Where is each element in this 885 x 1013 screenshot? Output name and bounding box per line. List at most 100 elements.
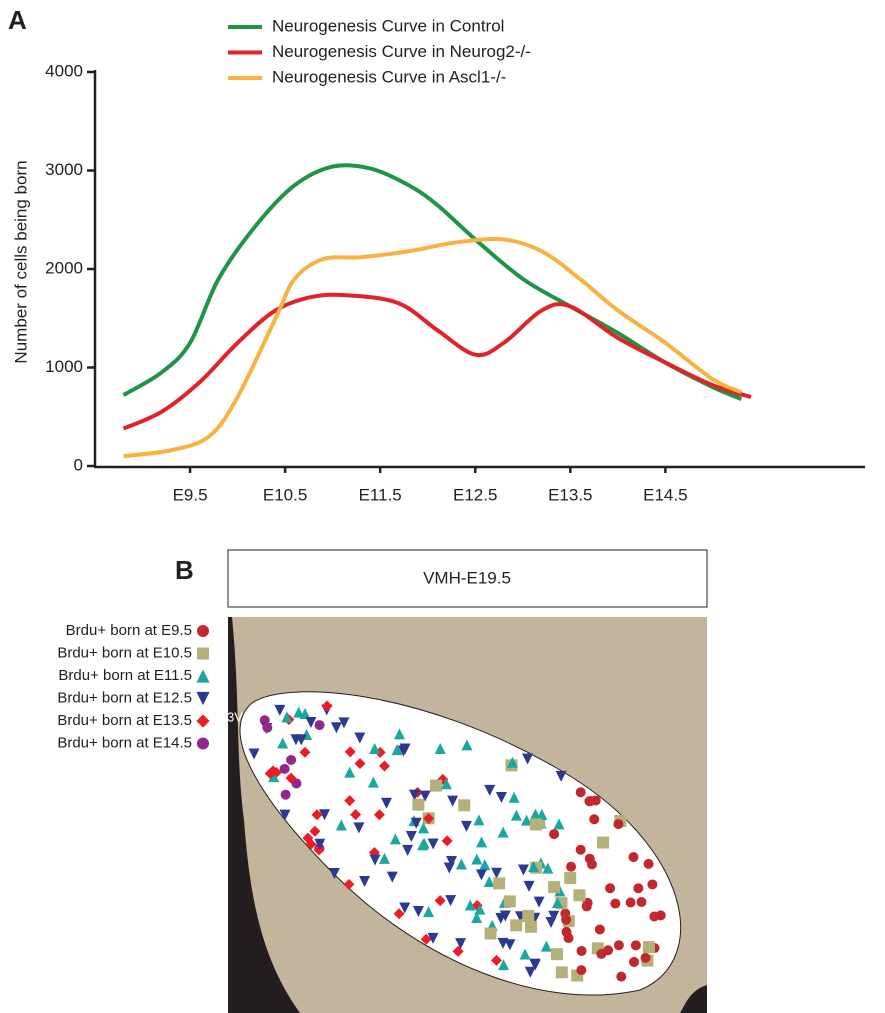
cell-symbol xyxy=(522,753,534,765)
cell-symbol xyxy=(594,924,605,935)
cell-symbol xyxy=(464,899,476,911)
cell-symbol xyxy=(423,906,435,918)
cell-symbol xyxy=(542,862,554,874)
cell-symbol xyxy=(529,818,542,831)
cell-symbol xyxy=(267,765,279,777)
cell-symbol xyxy=(524,966,536,978)
cell-symbol xyxy=(545,916,557,928)
cell-symbol xyxy=(647,879,658,890)
cell-symbol xyxy=(633,883,644,894)
cell-symbol xyxy=(391,744,403,756)
cell-symbol xyxy=(555,966,568,979)
cell-symbol xyxy=(446,856,458,868)
cell-symbol xyxy=(434,743,446,755)
cell-symbol xyxy=(417,839,429,851)
cell-symbol xyxy=(354,758,366,770)
legend-symbol xyxy=(196,691,210,706)
cell-symbol xyxy=(353,822,365,834)
legend-label: Neurogenesis Curve in Control xyxy=(272,16,504,35)
cell-symbol xyxy=(519,948,531,960)
cell-symbol xyxy=(536,808,548,820)
cell-symbol xyxy=(378,760,390,772)
cell-symbol xyxy=(525,920,538,933)
x-tick-label: E10.5 xyxy=(263,485,307,504)
cell-symbol xyxy=(277,737,289,749)
cell-symbol xyxy=(484,784,496,796)
cell-symbol xyxy=(576,965,587,976)
cell-symbol xyxy=(476,836,488,848)
x-tick-label: E12.5 xyxy=(453,485,497,504)
cell-symbol xyxy=(474,903,486,915)
legend-symbol xyxy=(197,647,209,660)
cell-symbol xyxy=(460,820,472,832)
cell-symbol xyxy=(279,809,291,821)
cell-symbol xyxy=(510,919,523,932)
cell-symbol xyxy=(495,791,507,803)
cell-symbol xyxy=(430,779,443,792)
cell-symbol xyxy=(613,940,624,951)
cell-symbol xyxy=(497,826,509,838)
cell-symbol xyxy=(412,798,425,811)
cell-symbol xyxy=(305,716,317,728)
cell-symbol xyxy=(397,745,409,757)
data-line xyxy=(122,292,752,431)
legend-label: Neurogenesis Curve in Ascl1-/- xyxy=(272,67,506,86)
title-box xyxy=(227,549,708,608)
cell-symbol xyxy=(610,898,621,909)
y-tick-label: 0 xyxy=(74,455,83,474)
cell-symbol xyxy=(506,756,518,768)
cell-symbol xyxy=(330,722,342,734)
cell-symbol xyxy=(262,722,273,733)
cell-symbol xyxy=(280,789,291,800)
y-tick-label: 3000 xyxy=(45,160,83,179)
cell-symbol xyxy=(299,746,311,758)
cell-symbol xyxy=(575,844,586,855)
legend-label: Brdu+ born at E10.5 xyxy=(57,644,192,661)
panel-label: B xyxy=(175,555,194,585)
cell-symbol xyxy=(548,881,561,894)
diagram-title: VMH-E19.5 xyxy=(423,568,511,587)
legend-label: Brdu+ born at E13.5 xyxy=(57,712,192,729)
cell-symbol xyxy=(630,940,641,951)
cell-symbol xyxy=(553,818,565,830)
cell-symbol xyxy=(498,959,510,971)
cell-symbol xyxy=(452,945,464,957)
cell-symbol xyxy=(629,956,640,967)
cell-symbol xyxy=(455,858,467,870)
cell-symbol xyxy=(517,864,529,876)
cell-symbol xyxy=(642,941,655,954)
cell-symbol xyxy=(420,933,432,945)
cell-symbol xyxy=(508,791,520,803)
cell-symbol xyxy=(566,861,577,872)
panel-label: A xyxy=(8,5,27,35)
cell-symbol xyxy=(359,875,371,887)
cell-symbol xyxy=(521,814,533,826)
cell-symbol xyxy=(373,809,385,821)
cell-symbol xyxy=(369,742,381,754)
cell-symbol xyxy=(311,809,323,821)
legend-symbol xyxy=(196,714,210,728)
cell-symbol xyxy=(434,895,446,907)
cell-symbol xyxy=(458,799,471,812)
cell-symbol xyxy=(561,914,572,925)
cell-symbol xyxy=(314,720,325,731)
x-tick-label: E13.5 xyxy=(548,485,592,504)
cell-symbol xyxy=(386,871,398,883)
cell-symbol xyxy=(563,933,574,944)
cell-symbol xyxy=(286,754,297,765)
cell-symbol xyxy=(344,795,356,807)
legend-label: Brdu+ born at E9.5 xyxy=(66,622,192,639)
cell-symbol xyxy=(313,844,325,856)
cell-symbol xyxy=(279,763,290,774)
legend-symbol xyxy=(196,669,210,683)
cell-symbol xyxy=(423,813,435,825)
legend-label: Brdu+ born at E11.5 xyxy=(58,667,192,684)
data-line xyxy=(123,237,743,459)
cell-symbol xyxy=(471,853,483,865)
cell-symbol xyxy=(625,897,636,908)
x-tick-label: E14.5 xyxy=(643,485,687,504)
cell-symbol xyxy=(590,795,601,806)
y-tick-label: 1000 xyxy=(45,357,83,376)
cell-symbol xyxy=(551,897,563,909)
